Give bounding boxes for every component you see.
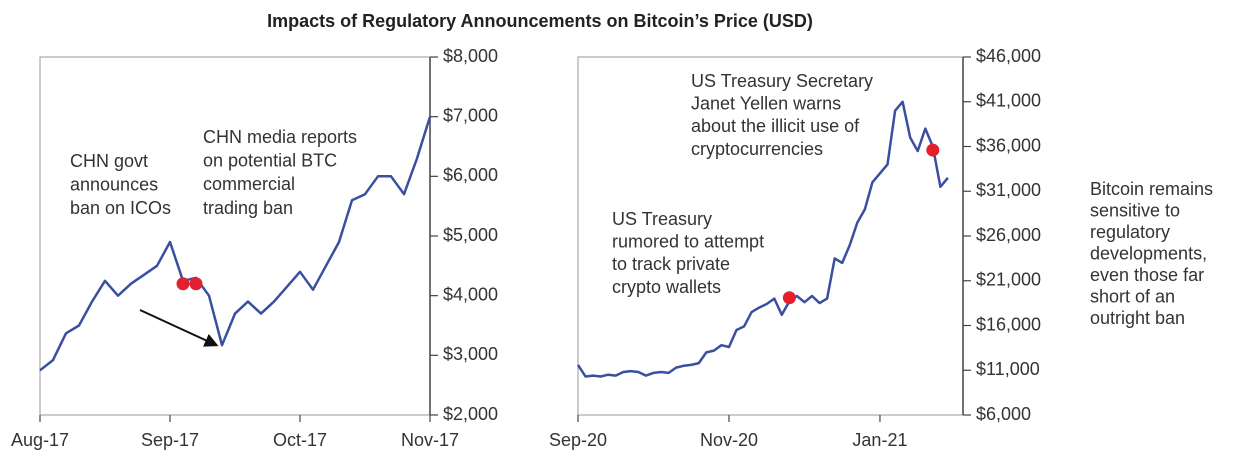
arrow: [139, 309, 219, 347]
x-tick-label: Oct-17: [273, 430, 327, 450]
y-tick-label: $3,000: [443, 344, 498, 364]
y-tick-label: $16,000: [976, 314, 1041, 334]
annotation-line: on potential BTC: [203, 150, 337, 170]
y-tick-label: $4,000: [443, 284, 498, 304]
y-tick-label: $46,000: [976, 46, 1041, 66]
note-line: short of an: [1090, 286, 1175, 306]
price-line: [576, 100, 949, 378]
annotation-line: US Treasury Secretary: [691, 71, 873, 91]
annotation-line: CHN govt: [70, 151, 148, 171]
annotation-line: commercial: [203, 174, 295, 194]
highlight-dot: [189, 277, 203, 291]
x-tick-label: Nov-20: [700, 430, 758, 450]
note-line: even those far: [1090, 265, 1204, 285]
y-tick-label: $36,000: [976, 135, 1041, 155]
note-line: sensitive to: [1090, 200, 1180, 220]
x-tick-label: Aug-17: [11, 430, 69, 450]
annotation-line: CHN media reports: [203, 127, 357, 147]
annotation-line: about the illicit use of: [691, 116, 860, 136]
y-tick-label: $6,000: [976, 404, 1031, 424]
y-tick-label: $11,000: [976, 359, 1040, 379]
annotation-line: US Treasury: [612, 209, 712, 229]
highlight-dot: [782, 291, 796, 305]
y-tick-label: $21,000: [976, 270, 1041, 290]
note-line: regulatory: [1090, 222, 1170, 242]
y-tick-label: $8,000: [443, 46, 498, 66]
plot-frame: [577, 56, 963, 416]
note-line: developments,: [1090, 243, 1207, 263]
annotation-line: to track private: [612, 254, 730, 274]
x-tick-label: Sep-20: [549, 430, 607, 450]
x-tick-label: Nov-17: [401, 430, 459, 450]
y-tick-label: $26,000: [976, 225, 1041, 245]
chart-title: Impacts of Regulatory Announcements on B…: [267, 11, 813, 31]
note-line: Bitcoin remains: [1090, 179, 1213, 199]
annotation-line: ban on ICOs: [70, 198, 171, 218]
y-tick-label: $41,000: [976, 91, 1041, 111]
highlight-dot: [176, 277, 190, 291]
price-line: [39, 116, 432, 372]
y-tick-label: $7,000: [443, 105, 498, 125]
y-tick-label: $2,000: [443, 404, 498, 424]
highlight-dot: [926, 143, 940, 157]
annotation-line: crypto wallets: [612, 277, 721, 297]
annotation-line: announces: [70, 174, 158, 194]
y-tick-label: $5,000: [443, 225, 498, 245]
annotation-line: trading ban: [203, 198, 293, 218]
x-tick-label: Sep-17: [141, 430, 199, 450]
y-tick-label: $6,000: [443, 165, 498, 185]
plot-frame: [39, 56, 430, 416]
annotation-line: rumored to attempt: [612, 231, 764, 251]
annotation-line: cryptocurrencies: [691, 139, 823, 159]
annotation-line: Janet Yellen warns: [691, 93, 841, 113]
x-tick-label: Jan-21: [852, 430, 907, 450]
y-tick-label: $31,000: [976, 180, 1041, 200]
note-line: outright ban: [1090, 308, 1185, 328]
